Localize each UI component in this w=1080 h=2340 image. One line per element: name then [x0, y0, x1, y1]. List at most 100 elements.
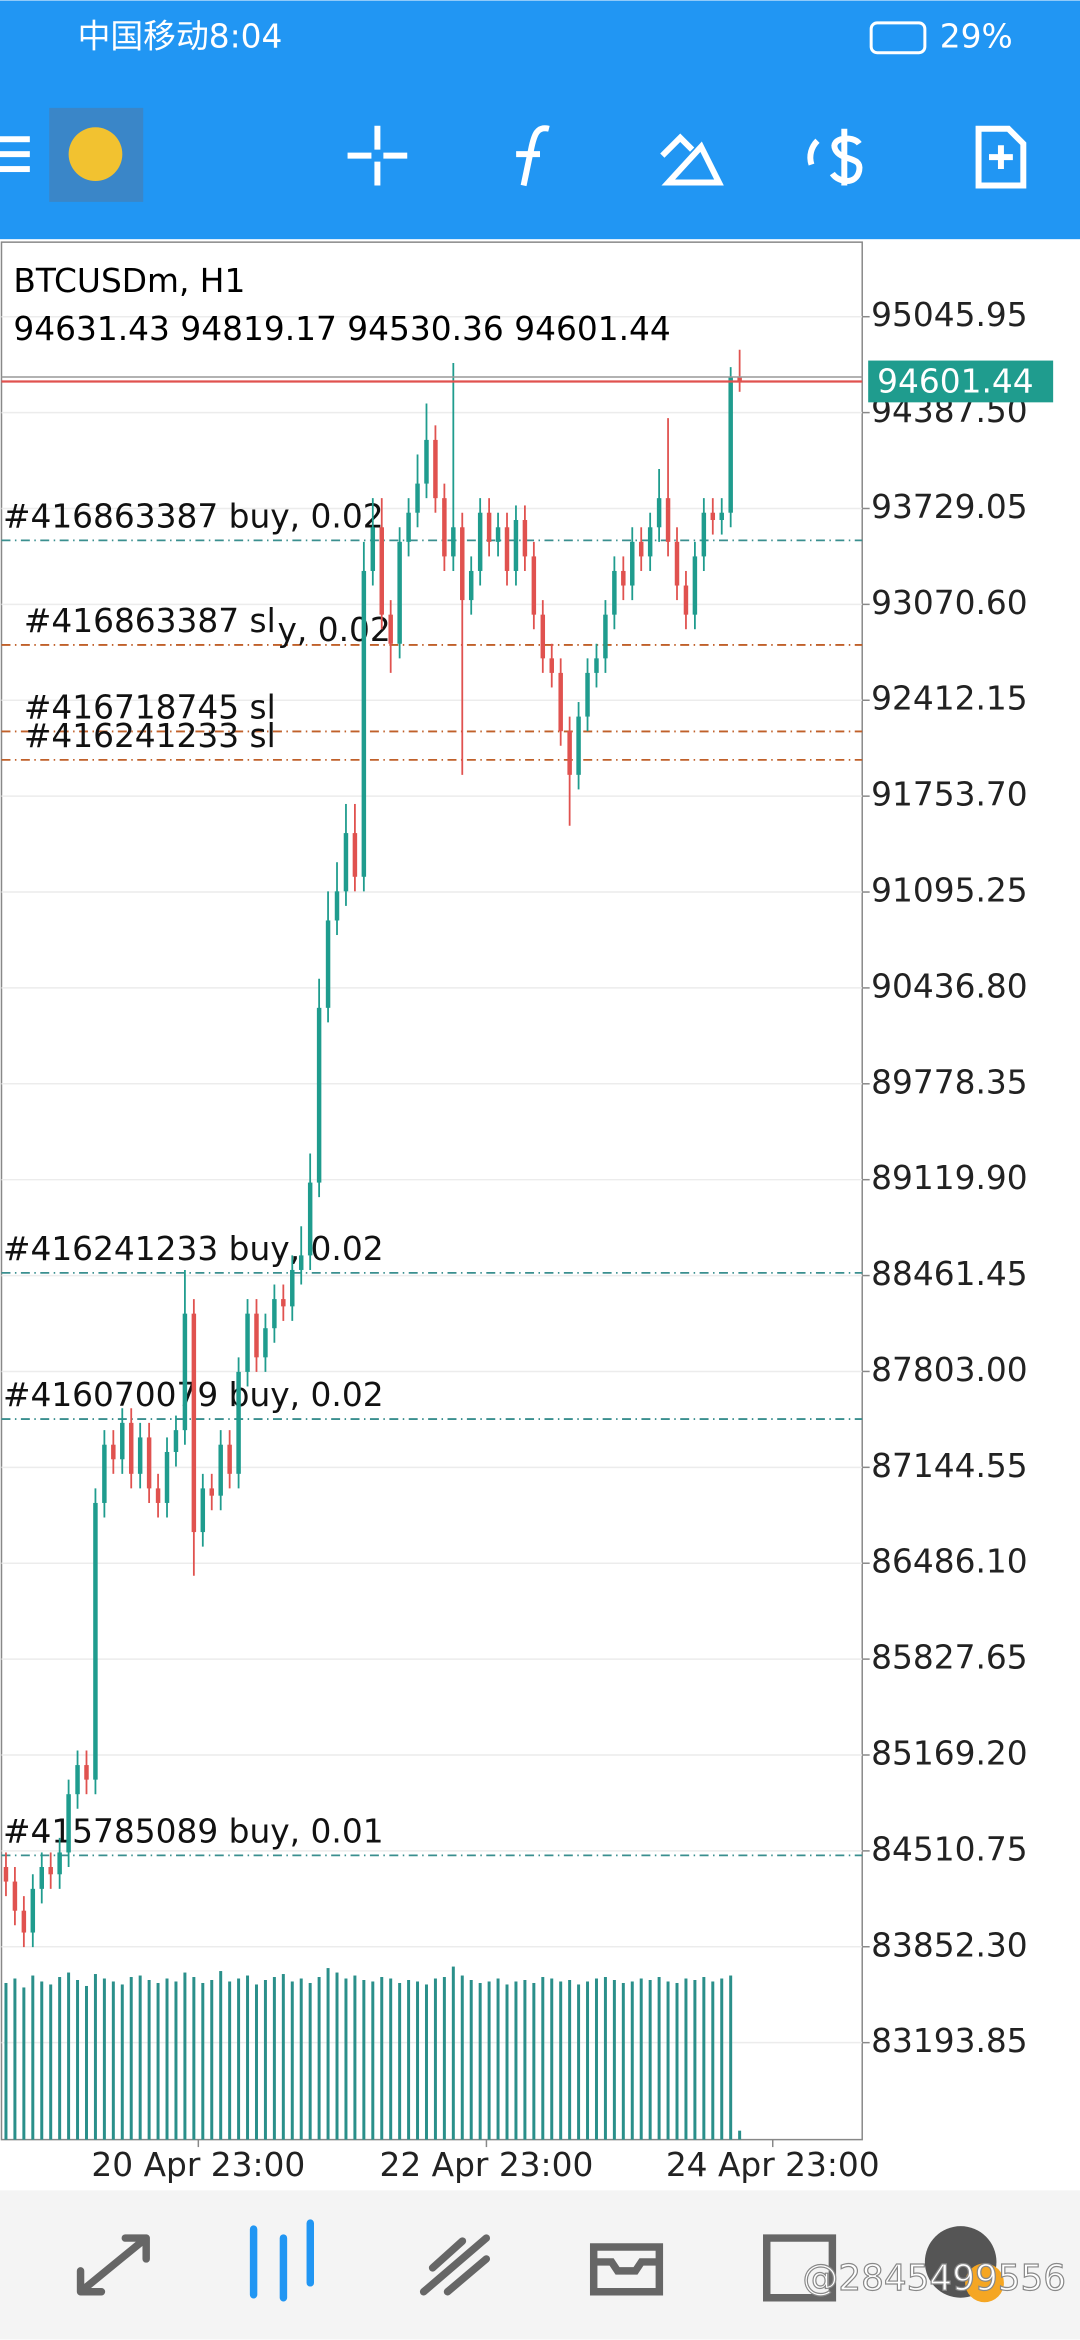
- ohlc-high: 94819.17: [180, 310, 337, 348]
- volume-bar: [568, 1980, 572, 2140]
- chart-title: BTCUSDm, H1: [13, 262, 245, 300]
- trade-icon[interactable]: [807, 128, 863, 186]
- candle-body: [656, 498, 662, 528]
- objects-icon[interactable]: [660, 133, 724, 186]
- candle-body: [612, 570, 617, 615]
- menu-icon[interactable]: [0, 136, 30, 173]
- volume-bar: [201, 1982, 205, 2140]
- order-label: #416241233 sl: [24, 717, 276, 755]
- volume-bar: [469, 1980, 473, 2140]
- volume-bar: [505, 1984, 509, 2140]
- volume-bar: [416, 1981, 420, 2140]
- candle-body: [290, 1269, 295, 1307]
- candle-body: [630, 541, 635, 586]
- crosshair-icon[interactable]: [347, 125, 408, 186]
- volume-bar: [630, 1981, 634, 2140]
- volume-bar: [407, 1980, 411, 2140]
- volume-bar: [308, 1982, 312, 2140]
- candle-body: [594, 658, 599, 673]
- volume-bar: [58, 1977, 62, 2140]
- nav-chart[interactable]: [249, 2219, 315, 2302]
- nav-history[interactable]: [589, 2243, 664, 2296]
- volume-bar: [4, 1982, 8, 2140]
- volume-bar: [362, 1980, 366, 2140]
- volume-bar: [326, 1968, 330, 2140]
- candle-body: [603, 614, 608, 659]
- candle-body: [468, 570, 474, 601]
- nav-news[interactable]: [763, 2234, 837, 2302]
- x-tick-label: 24 Apr 23:00: [666, 2146, 880, 2184]
- volume-bar: [684, 1978, 688, 2140]
- ohlc-low: 94530.36: [347, 310, 504, 348]
- candle-body: [424, 439, 429, 484]
- y-tick-label: 87803.00: [871, 1351, 1027, 1389]
- volume-bar: [93, 1974, 97, 2140]
- volume-bar: [219, 1971, 223, 2140]
- volume-bar: [460, 1975, 464, 2140]
- candle-body: [638, 541, 644, 557]
- y-tick-label: 85169.20: [871, 1734, 1027, 1772]
- candle-body: [307, 1182, 313, 1256]
- candle-body: [513, 520, 519, 571]
- volume-bar: [729, 1975, 733, 2140]
- volume-bar: [559, 1981, 563, 2140]
- candle-body: [12, 1881, 18, 1911]
- candle-body: [451, 527, 456, 557]
- candle-body: [495, 527, 501, 542]
- volume-bar: [523, 1980, 527, 2140]
- new-order-icon[interactable]: [975, 125, 1027, 189]
- candle-body: [647, 527, 653, 557]
- volume-bar: [138, 1975, 142, 2140]
- volume-bar: [648, 1980, 652, 2140]
- candle-body: [334, 891, 340, 921]
- volume-bar: [702, 1977, 706, 2140]
- candle-body: [531, 556, 537, 615]
- order-label: #416718745 sl: [24, 689, 276, 727]
- candle-body: [343, 833, 349, 892]
- watermark: @2845499556: [803, 2258, 1067, 2299]
- volume-bar: [254, 1984, 258, 2140]
- candle-body: [75, 1765, 80, 1795]
- candle-body: [710, 512, 716, 521]
- volume-bar: [13, 1978, 17, 2140]
- y-tick-label: 91095.25: [871, 872, 1027, 910]
- candle-body: [406, 512, 411, 542]
- volume-bar: [174, 1981, 178, 2140]
- volume-bar: [657, 1977, 661, 2140]
- candle-body: [93, 1502, 98, 1780]
- y-tick-label: 85827.65: [871, 1639, 1027, 1677]
- candle-body: [137, 1437, 143, 1474]
- volume-bar: [263, 1980, 267, 2140]
- candle-body: [397, 541, 402, 644]
- candle-body: [200, 1488, 206, 1533]
- volume-bar: [31, 1975, 35, 2140]
- volume-bar: [344, 1978, 348, 2140]
- volume-bar: [129, 1977, 133, 2140]
- volume-bar: [156, 1982, 160, 2140]
- volume-bar: [666, 1981, 670, 2140]
- candle-body: [388, 614, 393, 644]
- volume-bar: [451, 1966, 455, 2140]
- volume-bar: [290, 1981, 294, 2140]
- volume-bar: [487, 1981, 491, 2140]
- x-tick-label: 22 Apr 23:00: [380, 2146, 594, 2184]
- candle-body: [415, 483, 420, 513]
- volume-bar: [67, 1972, 71, 2140]
- volume-bar: [594, 1978, 598, 2140]
- volume-bar: [102, 1978, 106, 2140]
- nav-trade[interactable]: [419, 2234, 491, 2296]
- y-tick-label: 84510.75: [871, 1830, 1027, 1868]
- battery-icon: [869, 21, 927, 55]
- volume-bar: [442, 1977, 446, 2140]
- candle-body: [236, 1371, 241, 1474]
- app-logo-mark: [68, 127, 123, 181]
- candle-body: [245, 1313, 250, 1372]
- candle-body: [57, 1852, 62, 1875]
- volume-bar: [111, 1981, 115, 2140]
- volume-bar: [246, 1975, 250, 2140]
- nav-quotes[interactable]: [76, 2234, 150, 2296]
- indicator-icon[interactable]: [516, 125, 550, 187]
- candle-body: [263, 1328, 268, 1358]
- y-tick-label: 92412.15: [871, 680, 1027, 718]
